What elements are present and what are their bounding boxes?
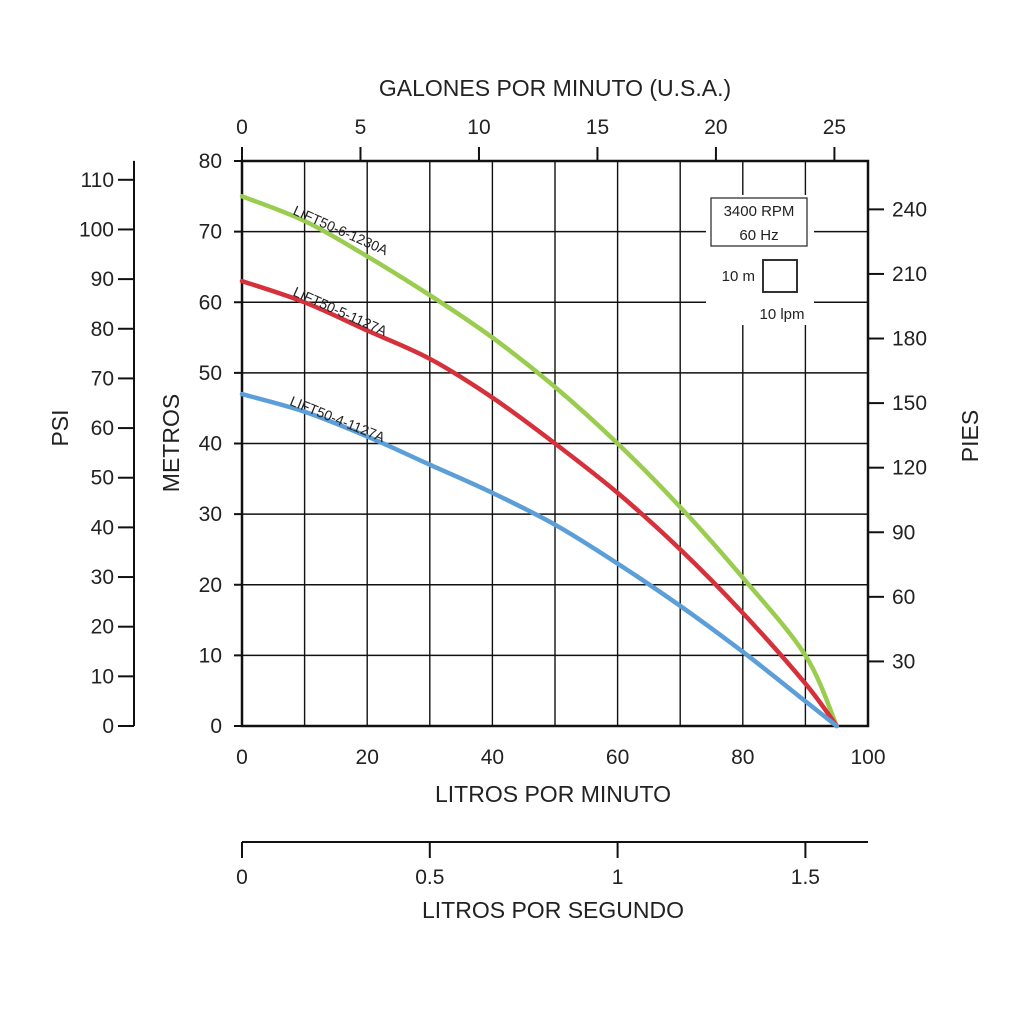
series-line-3: [239, 391, 839, 729]
pies-tick-label: 90: [892, 521, 915, 544]
y-tick-label: 0: [210, 715, 222, 738]
y-tick-label: 40: [199, 433, 222, 456]
lps-tick-label: 0.5: [415, 866, 444, 889]
y-tick-label: 70: [199, 221, 222, 244]
series-label-2: LIFT50-5-1127A: [291, 283, 390, 339]
y-tick-label: 30: [199, 503, 222, 526]
series-label-3: LIFT50-4-1127A: [288, 393, 388, 446]
psi-tick-label: 90: [91, 268, 114, 291]
x-tick-label: 100: [850, 746, 885, 769]
psi-tick-label: 70: [91, 367, 114, 390]
y-tick-label: 20: [199, 574, 222, 597]
y-tick-label: 60: [199, 291, 222, 314]
psi-tick-label: 50: [91, 467, 114, 490]
x-axis-title: LITROS POR MINUTO: [435, 781, 671, 807]
y-tick-label: 50: [199, 362, 222, 385]
top-tick-label: 15: [586, 116, 609, 139]
pies-axis-title: PIES: [957, 410, 983, 462]
psi-tick-label: 10: [91, 665, 114, 688]
top-tick-label: 5: [355, 116, 367, 139]
lps-tick-label: 1.5: [791, 866, 820, 889]
pies-tick-label: 150: [892, 392, 927, 415]
psi-tick-label: 80: [91, 318, 114, 341]
annotation-box: 3400 RPM 60 Hz 10 m 10 lpm: [706, 195, 814, 325]
scale-horizontal-label: 10 lpm: [759, 306, 804, 323]
scale-square: [762, 259, 798, 293]
y-axis-title: METROS: [158, 394, 184, 492]
pies-tick-label: 30: [892, 650, 915, 673]
top-tick-label: 10: [467, 116, 490, 139]
psi-axis-title: PSI: [47, 409, 73, 446]
pies-tick-label: 60: [892, 586, 915, 609]
x-tick-label: 40: [481, 746, 504, 769]
top-tick-label: 0: [236, 116, 248, 139]
series-label-1: LIFT50-6-1230A: [291, 202, 391, 258]
rpm-label: 3400 RPM: [724, 203, 795, 220]
lps-tick-label: 1: [612, 866, 624, 889]
lps-tick-label: 0: [236, 866, 248, 889]
x-tick-label: 0: [236, 746, 248, 769]
psi-tick-label: 110: [81, 169, 114, 192]
x-tick-label: 80: [731, 746, 754, 769]
psi-tick-label: 40: [91, 516, 114, 539]
series-line-1: [239, 194, 839, 729]
top-tick-label: 20: [704, 116, 727, 139]
psi-tick-label: 0: [102, 715, 114, 738]
x-tick-label: 20: [356, 746, 379, 769]
rpm-box: [710, 197, 808, 247]
y-tick-label: 10: [199, 644, 222, 667]
pies-tick-label: 210: [892, 263, 927, 286]
psi-tick-label: 20: [91, 616, 114, 639]
series-lines: [239, 194, 839, 729]
y-tick-label: 80: [199, 150, 222, 173]
hz-label: 60 Hz: [739, 227, 778, 244]
x-tick-label: 60: [606, 746, 629, 769]
axes: [118, 147, 884, 858]
pies-tick-label: 120: [892, 457, 927, 480]
series-line-2: [239, 278, 839, 729]
pies-tick-label: 180: [892, 328, 927, 351]
top-axis-title: GALONES POR MINUTO (U.S.A.): [379, 75, 731, 101]
psi-tick-label: 100: [79, 218, 114, 241]
pies-tick-label: 240: [892, 198, 927, 221]
psi-tick-label: 30: [91, 566, 114, 589]
lps-axis-title: LITROS POR SEGUNDO: [422, 897, 684, 923]
psi-tick-label: 60: [91, 417, 114, 440]
top-tick-label: 25: [823, 116, 846, 139]
scale-vertical-label: 10 m: [722, 268, 755, 285]
